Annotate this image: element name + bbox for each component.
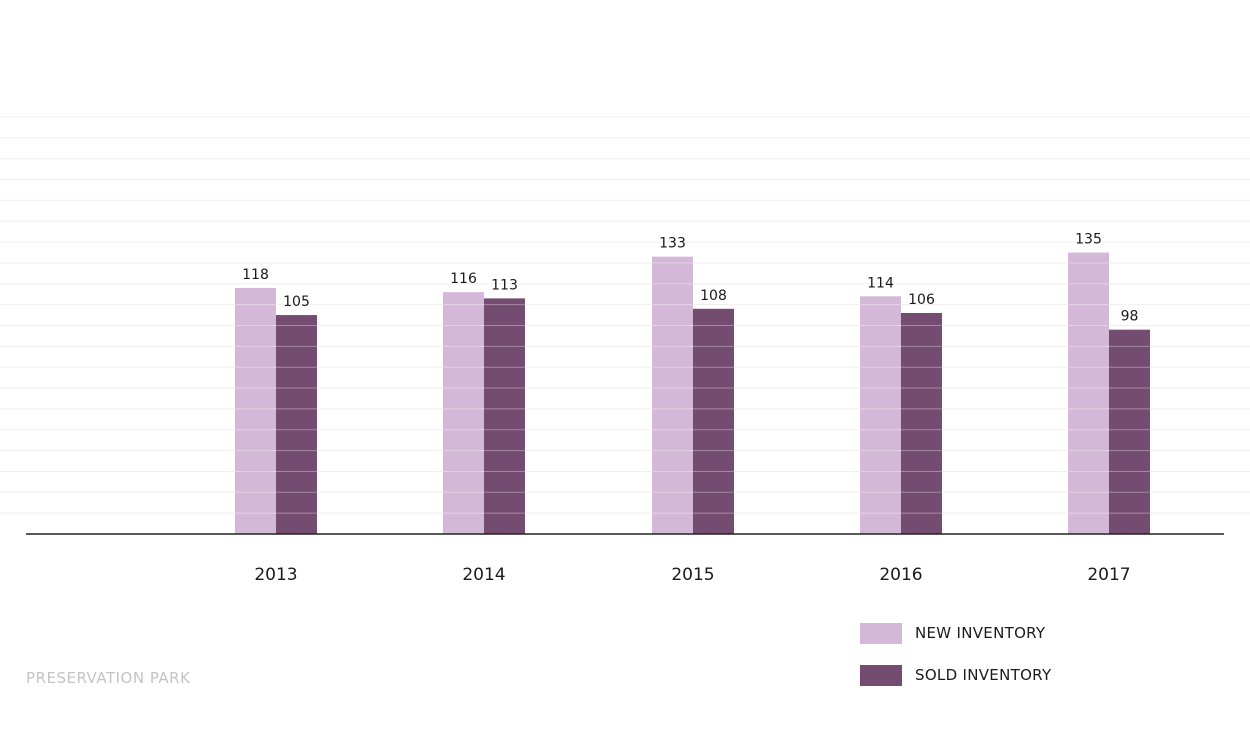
x-tick-label-2017: 2017 bbox=[1087, 565, 1130, 585]
legend-item-sold-inventory: SOLD INVENTORY bbox=[860, 664, 1051, 686]
bar-sold-inventory-2016 bbox=[901, 312, 942, 534]
bar-new-inventory-2013 bbox=[235, 287, 276, 534]
footer-caption: PRESERVATION PARK bbox=[26, 669, 191, 687]
legend-swatch-new-inventory bbox=[860, 622, 902, 644]
legend-item-new-inventory: NEW INVENTORY bbox=[860, 622, 1051, 644]
x-tick-label-2015: 2015 bbox=[671, 565, 714, 585]
bar-new-inventory-2016 bbox=[860, 296, 901, 534]
gridlines bbox=[0, 116, 1250, 514]
data-label-new-inventory-2017: 135 bbox=[1075, 232, 1102, 248]
data-label-sold-inventory-2015: 108 bbox=[700, 288, 727, 304]
bar-sold-inventory-2015 bbox=[693, 308, 734, 534]
data-label-sold-inventory-2017: 98 bbox=[1121, 309, 1139, 325]
data-label-new-inventory-2013: 118 bbox=[242, 267, 269, 283]
legend-swatch-sold-inventory bbox=[860, 664, 902, 686]
data-label-new-inventory-2015: 133 bbox=[659, 236, 686, 252]
bars bbox=[235, 252, 1150, 534]
bar-new-inventory-2017 bbox=[1068, 252, 1109, 534]
bar-new-inventory-2015 bbox=[652, 256, 693, 534]
x-tick-label-2013: 2013 bbox=[254, 565, 297, 585]
data-label-sold-inventory-2016: 106 bbox=[908, 292, 935, 308]
bar-sold-inventory-2017 bbox=[1109, 329, 1150, 534]
bar-sold-inventory-2014 bbox=[484, 298, 525, 534]
data-label-sold-inventory-2014: 113 bbox=[491, 277, 518, 293]
legend: NEW INVENTORY SOLD INVENTORY bbox=[860, 622, 1051, 706]
data-label-sold-inventory-2013: 105 bbox=[283, 294, 310, 310]
x-tick-label-2014: 2014 bbox=[462, 565, 505, 585]
legend-label-new-inventory: NEW INVENTORY bbox=[915, 624, 1046, 642]
x-axis-ticks: 2013 2014 2015 2016 2017 bbox=[254, 565, 1130, 585]
data-labels: 118 105 116 113 133 108 114 106 135 98 bbox=[242, 232, 1138, 325]
data-label-new-inventory-2016: 114 bbox=[867, 275, 894, 291]
bar-sold-inventory-2013 bbox=[276, 315, 317, 534]
x-tick-label-2016: 2016 bbox=[879, 565, 922, 585]
legend-label-sold-inventory: SOLD INVENTORY bbox=[915, 666, 1052, 684]
bar-new-inventory-2014 bbox=[443, 292, 484, 534]
data-label-new-inventory-2014: 116 bbox=[450, 271, 477, 287]
